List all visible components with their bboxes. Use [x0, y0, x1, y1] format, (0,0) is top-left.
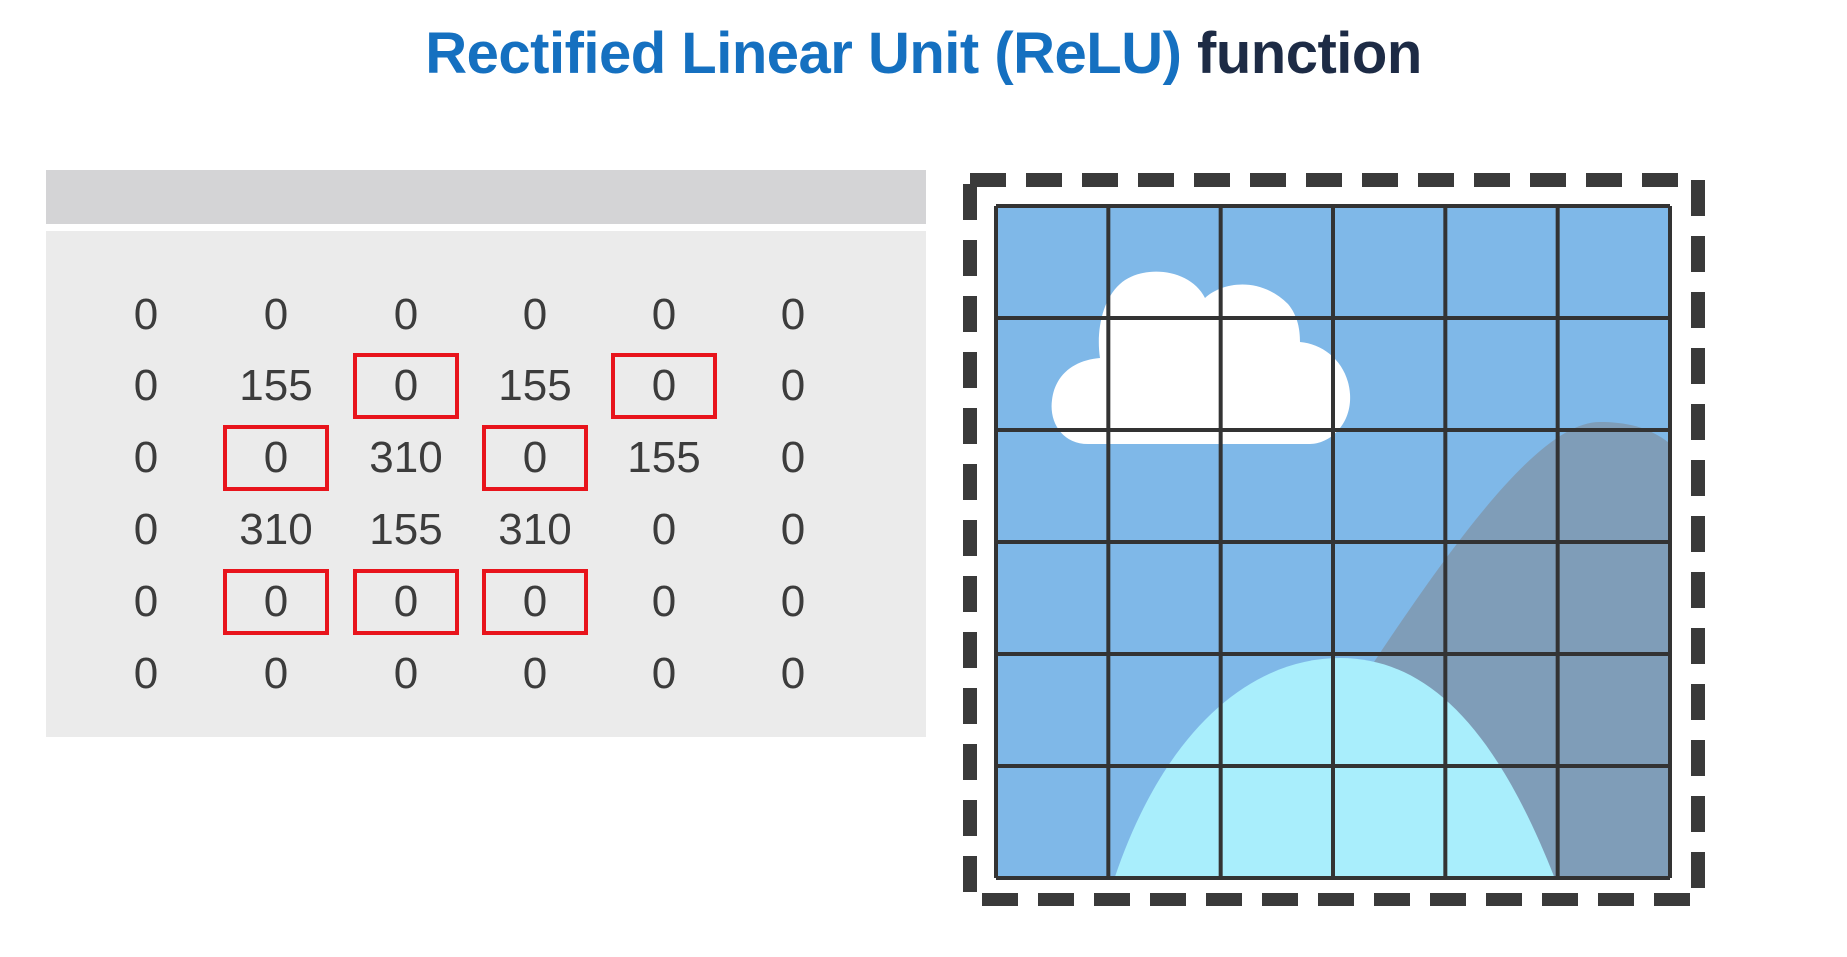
matrix-cell: 0 [522, 649, 548, 698]
matrix-cell: 310 [239, 505, 313, 554]
matrix-cell: 0 [651, 649, 677, 698]
matrix-cell: 155 [627, 433, 701, 482]
matrix-cell: 0 [780, 649, 806, 698]
matrix-cell: 155 [239, 361, 313, 410]
matrix-cell: 0 [263, 290, 289, 339]
matrix-cell: 0 [651, 577, 677, 626]
slide-title: Rectified Linear Unit (ReLU) function [0, 20, 1847, 87]
matrix-cell: 0 [133, 577, 159, 626]
matrix-cell-highlighted: 0 [353, 569, 459, 635]
matrix-cell: 0 [133, 433, 159, 482]
title-highlight: Rectified Linear Unit (ReLU) [425, 21, 1182, 86]
image-grid-illustration [963, 173, 1705, 906]
matrix-cell-highlighted: 0 [223, 425, 329, 491]
matrix-cell: 310 [369, 433, 443, 482]
matrix-cell: 0 [651, 290, 677, 339]
cloud-icon [1051, 271, 1351, 444]
matrix-cell: 0 [780, 361, 806, 410]
relu-output-matrix: 0 0 0 0 0 0 0 155 0 155 0 0 0 0 310 0 155 0 0 310 155 310 0 0 0 0… [46, 170, 926, 737]
matrix-cell: 0 [133, 361, 159, 410]
matrix-cell: 0 [263, 649, 289, 698]
matrix-cell: 155 [369, 505, 443, 554]
matrix-cell-highlighted: 0 [223, 569, 329, 635]
matrix-body: 0 0 0 0 0 0 0 155 0 155 0 0 0 0 310 0 155 0 0 310 155 310 0 0 0 0… [46, 231, 926, 737]
matrix-cell: 0 [780, 433, 806, 482]
image-illustration [960, 172, 1708, 906]
matrix-cell: 0 [780, 577, 806, 626]
matrix-header-bar [46, 170, 926, 224]
matrix-cell: 155 [498, 361, 572, 410]
image-grid [994, 204, 1672, 880]
matrix-cell: 0 [522, 290, 548, 339]
title-rest: function [1197, 21, 1422, 86]
matrix-cell-highlighted: 0 [482, 425, 588, 491]
matrix-cell-highlighted: 0 [353, 353, 459, 419]
matrix-cell-highlighted: 0 [482, 569, 588, 635]
matrix-cell-highlighted: 0 [611, 353, 717, 419]
matrix-cell: 0 [133, 290, 159, 339]
matrix-cell: 0 [780, 290, 806, 339]
matrix-cell: 0 [133, 649, 159, 698]
matrix-cell: 0 [780, 505, 806, 554]
matrix-cell: 310 [498, 505, 572, 554]
matrix-cell: 0 [133, 505, 159, 554]
matrix-cell: 0 [393, 649, 419, 698]
dashed-frame [963, 173, 1705, 906]
matrix-cell: 0 [651, 505, 677, 554]
matrix-cell: 0 [393, 290, 419, 339]
